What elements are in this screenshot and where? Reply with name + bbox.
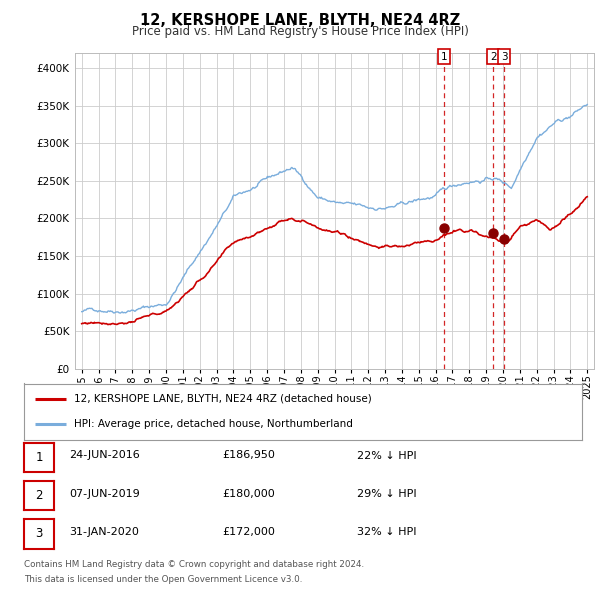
Text: 2: 2 <box>490 52 497 62</box>
Text: 12, KERSHOPE LANE, BLYTH, NE24 4RZ (detached house): 12, KERSHOPE LANE, BLYTH, NE24 4RZ (deta… <box>74 394 372 404</box>
Text: 07-JUN-2019: 07-JUN-2019 <box>69 489 140 499</box>
Text: 1: 1 <box>35 451 43 464</box>
Text: £186,950: £186,950 <box>222 451 275 460</box>
Text: 12, KERSHOPE LANE, BLYTH, NE24 4RZ: 12, KERSHOPE LANE, BLYTH, NE24 4RZ <box>140 13 460 28</box>
Text: HPI: Average price, detached house, Northumberland: HPI: Average price, detached house, Nort… <box>74 419 353 430</box>
Text: 1: 1 <box>440 52 447 62</box>
Text: £172,000: £172,000 <box>222 527 275 537</box>
Text: £180,000: £180,000 <box>222 489 275 499</box>
Text: 29% ↓ HPI: 29% ↓ HPI <box>357 489 416 499</box>
Text: 32% ↓ HPI: 32% ↓ HPI <box>357 527 416 537</box>
Text: Price paid vs. HM Land Registry's House Price Index (HPI): Price paid vs. HM Land Registry's House … <box>131 25 469 38</box>
Text: 2: 2 <box>35 489 43 502</box>
Text: 22% ↓ HPI: 22% ↓ HPI <box>357 451 416 460</box>
Text: This data is licensed under the Open Government Licence v3.0.: This data is licensed under the Open Gov… <box>24 575 302 584</box>
Text: 3: 3 <box>35 527 43 540</box>
Text: Contains HM Land Registry data © Crown copyright and database right 2024.: Contains HM Land Registry data © Crown c… <box>24 560 364 569</box>
Text: 31-JAN-2020: 31-JAN-2020 <box>69 527 139 537</box>
Text: 24-JUN-2016: 24-JUN-2016 <box>69 451 140 460</box>
Text: 3: 3 <box>501 52 508 62</box>
